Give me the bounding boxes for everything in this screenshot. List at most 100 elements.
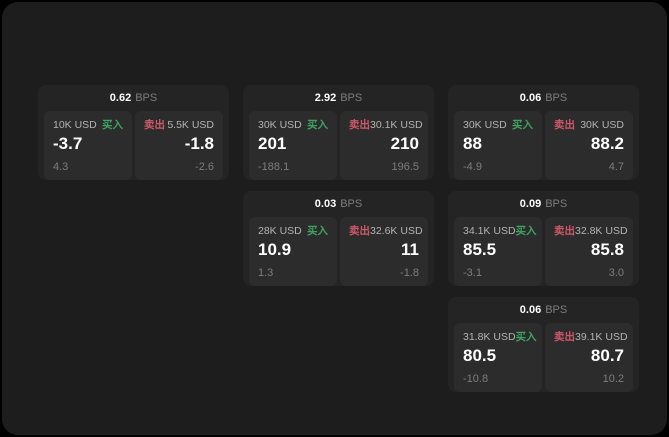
buy-side-label: 买入 bbox=[512, 119, 533, 131]
buy-panel[interactable]: 30K USD 买入 88 -4.9 bbox=[454, 111, 542, 180]
buy-panel-header: 30K USD 买入 bbox=[258, 119, 328, 131]
sell-panel-header: 卖出 30.1K USD bbox=[349, 119, 423, 131]
sell-price: -1.8 bbox=[184, 134, 214, 153]
card-header: 0.62 BPS bbox=[44, 91, 223, 105]
buy-side-label: 买入 bbox=[307, 225, 328, 237]
buy-panel[interactable]: 34.1K USD 买入 85.5 -3.1 bbox=[454, 217, 542, 286]
sell-delta: -1.8 bbox=[400, 267, 419, 279]
buy-size: 30K USD bbox=[463, 119, 507, 131]
quote-panels: 34.1K USD 买入 85.5 -3.1 卖出 32.8K USD 85.8… bbox=[454, 217, 633, 286]
buy-side-label: 买入 bbox=[102, 119, 123, 131]
sell-panel-header: 卖出 32.6K USD bbox=[349, 225, 423, 237]
quote-card: 0.09 BPS 34.1K USD 买入 85.5 -3.1 卖出 32.8K … bbox=[448, 191, 639, 286]
sell-panel[interactable]: 卖出 32.6K USD 11 -1.8 bbox=[340, 217, 428, 286]
buy-panel-header: 28K USD 买入 bbox=[258, 225, 328, 237]
quote-card: 2.92 BPS 30K USD 买入 201 -188.1 卖出 30.1K U… bbox=[243, 85, 434, 180]
buy-price: 88 bbox=[463, 134, 482, 153]
sell-price: 80.7 bbox=[590, 346, 624, 365]
sell-delta: 3.0 bbox=[608, 267, 624, 279]
sell-price: 210 bbox=[390, 134, 419, 153]
quote-card: 0.06 BPS 30K USD 买入 88 -4.9 卖出 30K USD 88… bbox=[448, 85, 639, 180]
buy-side-label: 买入 bbox=[515, 331, 537, 343]
quote-panels: 28K USD 买入 10.9 1.3 卖出 32.6K USD 11 -1.8 bbox=[249, 217, 428, 286]
buy-price: 201 bbox=[258, 134, 287, 153]
buy-price: -3.7 bbox=[53, 134, 83, 153]
buy-delta: -4.9 bbox=[463, 161, 482, 173]
quote-panels: 31.8K USD 买入 80.5 -10.8 卖出 39.1K USD 80.… bbox=[454, 323, 633, 392]
buy-size: 30K USD bbox=[258, 119, 302, 131]
buy-size: 31.8K USD bbox=[463, 331, 516, 343]
sell-delta: 4.7 bbox=[608, 161, 624, 173]
sell-price: 85.8 bbox=[590, 240, 624, 259]
sell-size: 32.6K USD bbox=[370, 225, 423, 237]
buy-price: 80.5 bbox=[463, 346, 497, 365]
card-header: 0.06 BPS bbox=[454, 303, 633, 317]
card-header: 0.09 BPS bbox=[454, 197, 633, 211]
buy-panel[interactable]: 30K USD 买入 201 -188.1 bbox=[249, 111, 337, 180]
buy-panel-header: 10K USD 买入 bbox=[53, 119, 123, 131]
sell-panel-header: 卖出 39.1K USD bbox=[554, 331, 628, 343]
sell-side-label: 卖出 bbox=[554, 225, 575, 237]
buy-panel[interactable]: 28K USD 买入 10.9 1.3 bbox=[249, 217, 337, 286]
card-header: 0.03 BPS bbox=[249, 197, 428, 211]
bps-unit-label: BPS bbox=[545, 304, 568, 316]
sell-delta: 10.2 bbox=[602, 373, 624, 385]
buy-delta: -10.8 bbox=[463, 373, 489, 385]
sell-delta: -2.6 bbox=[195, 161, 214, 173]
buy-delta: 1.3 bbox=[258, 267, 274, 279]
bps-value: 0.62 bbox=[109, 92, 132, 104]
sell-panel[interactable]: 卖出 30.1K USD 210 196.5 bbox=[340, 111, 428, 180]
sell-side-label: 卖出 bbox=[144, 119, 165, 131]
bps-unit-label: BPS bbox=[340, 198, 363, 210]
quote-panels: 30K USD 买入 88 -4.9 卖出 30K USD 88.2 4.7 bbox=[454, 111, 633, 180]
buy-delta: -188.1 bbox=[258, 161, 290, 173]
sell-side-label: 卖出 bbox=[554, 119, 575, 131]
sell-side-label: 卖出 bbox=[349, 225, 370, 237]
buy-panel-header: 31.8K USD 买入 bbox=[463, 331, 537, 343]
bps-unit-label: BPS bbox=[135, 92, 158, 104]
bps-value: 0.09 bbox=[519, 198, 542, 210]
card-header: 0.06 BPS bbox=[454, 91, 633, 105]
sell-side-label: 卖出 bbox=[554, 331, 575, 343]
quote-card: 0.03 BPS 28K USD 买入 10.9 1.3 卖出 32.6K USD… bbox=[243, 191, 434, 286]
buy-panel[interactable]: 10K USD 买入 -3.7 4.3 bbox=[44, 111, 132, 180]
buy-side-label: 买入 bbox=[515, 225, 537, 237]
bps-value: 0.06 bbox=[519, 92, 542, 104]
buy-panel[interactable]: 31.8K USD 买入 80.5 -10.8 bbox=[454, 323, 542, 392]
sell-panel-header: 卖出 30K USD bbox=[554, 119, 624, 131]
sell-panel[interactable]: 卖出 5.5K USD -1.8 -2.6 bbox=[135, 111, 223, 180]
bps-unit-label: BPS bbox=[340, 92, 363, 104]
quote-panels: 30K USD 买入 201 -188.1 卖出 30.1K USD 210 1… bbox=[249, 111, 428, 180]
buy-size: 10K USD bbox=[53, 119, 97, 131]
buy-panel-header: 34.1K USD 买入 bbox=[463, 225, 537, 237]
sell-panel[interactable]: 卖出 39.1K USD 80.7 10.2 bbox=[545, 323, 633, 392]
bps-value: 2.92 bbox=[314, 92, 337, 104]
sell-panel[interactable]: 卖出 32.8K USD 85.8 3.0 bbox=[545, 217, 633, 286]
quote-panels: 10K USD 买入 -3.7 4.3 卖出 5.5K USD -1.8 -2.… bbox=[44, 111, 223, 180]
card-header: 2.92 BPS bbox=[249, 91, 428, 105]
bps-value: 0.03 bbox=[314, 198, 337, 210]
quote-card: 0.06 BPS 31.8K USD 买入 80.5 -10.8 卖出 39.1K… bbox=[448, 297, 639, 392]
sell-panel-header: 卖出 5.5K USD bbox=[144, 119, 214, 131]
sell-panel-header: 卖出 32.8K USD bbox=[554, 225, 628, 237]
sell-size: 39.1K USD bbox=[575, 331, 628, 343]
bps-value: 0.06 bbox=[519, 304, 542, 316]
bps-unit-label: BPS bbox=[545, 92, 568, 104]
bps-unit-label: BPS bbox=[545, 198, 568, 210]
sell-price: 88.2 bbox=[590, 134, 624, 153]
buy-delta: 4.3 bbox=[53, 161, 69, 173]
sell-size: 30.1K USD bbox=[370, 119, 423, 131]
sell-side-label: 卖出 bbox=[349, 119, 370, 131]
buy-price: 10.9 bbox=[258, 240, 292, 259]
buy-side-label: 买入 bbox=[307, 119, 328, 131]
buy-panel-header: 30K USD 买入 bbox=[463, 119, 533, 131]
sell-panel[interactable]: 卖出 30K USD 88.2 4.7 bbox=[545, 111, 633, 180]
buy-price: 85.5 bbox=[463, 240, 497, 259]
sell-size: 32.8K USD bbox=[575, 225, 628, 237]
sell-delta: 196.5 bbox=[391, 161, 419, 173]
sell-price: 11 bbox=[401, 240, 419, 259]
buy-delta: -3.1 bbox=[463, 267, 482, 279]
buy-size: 28K USD bbox=[258, 225, 302, 237]
